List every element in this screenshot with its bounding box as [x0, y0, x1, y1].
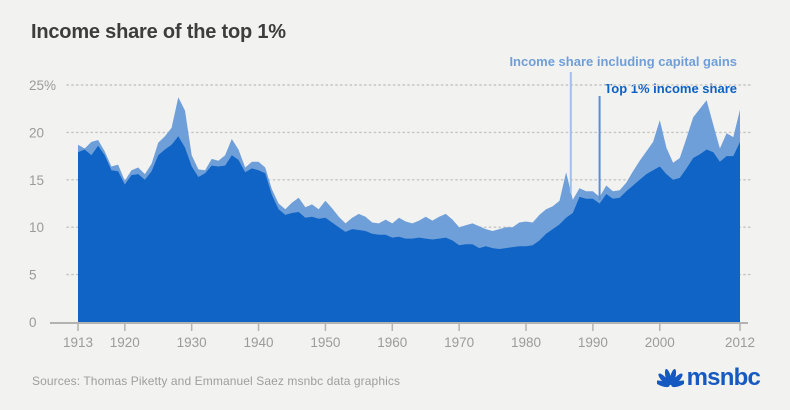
x-tick-label-1970: 1970	[444, 335, 474, 350]
area-top1-income-share	[78, 136, 740, 322]
nbc-peacock-icon	[656, 368, 684, 388]
y-tick-label-20: 20	[29, 125, 44, 140]
x-tick-label-1950: 1950	[310, 335, 340, 350]
x-tick-label-1940: 1940	[244, 335, 274, 350]
y-tick-label-0: 0	[29, 315, 37, 330]
legend-label-top1-income-share: Top 1% income share	[604, 81, 737, 96]
source-note: Sources: Thomas Piketty and Emmanuel Sae…	[32, 374, 401, 388]
msnbc-logo-text: msnbc	[686, 364, 761, 391]
x-tick-label-1920: 1920	[110, 335, 140, 350]
chart-title: Income share of the top 1%	[31, 21, 286, 43]
legend-label-including-capital-gains: Income share including capital gains	[509, 54, 737, 69]
x-tick-label-1930: 1930	[177, 335, 207, 350]
x-tick-label-1990: 1990	[578, 335, 608, 350]
x-tick-label-2012: 2012	[725, 335, 755, 350]
y-tick-label-25: 25%	[29, 78, 56, 93]
y-tick-label-15: 15	[29, 173, 44, 188]
msnbc-logo: msnbc	[656, 364, 761, 391]
x-tick-label-1980: 1980	[511, 335, 541, 350]
x-tick-label-1913: 1913	[63, 335, 93, 350]
x-tick-label-1960: 1960	[377, 335, 407, 350]
y-tick-label-5: 5	[29, 268, 37, 283]
y-tick-label-10: 10	[29, 220, 44, 235]
x-tick-label-2000: 2000	[645, 335, 675, 350]
